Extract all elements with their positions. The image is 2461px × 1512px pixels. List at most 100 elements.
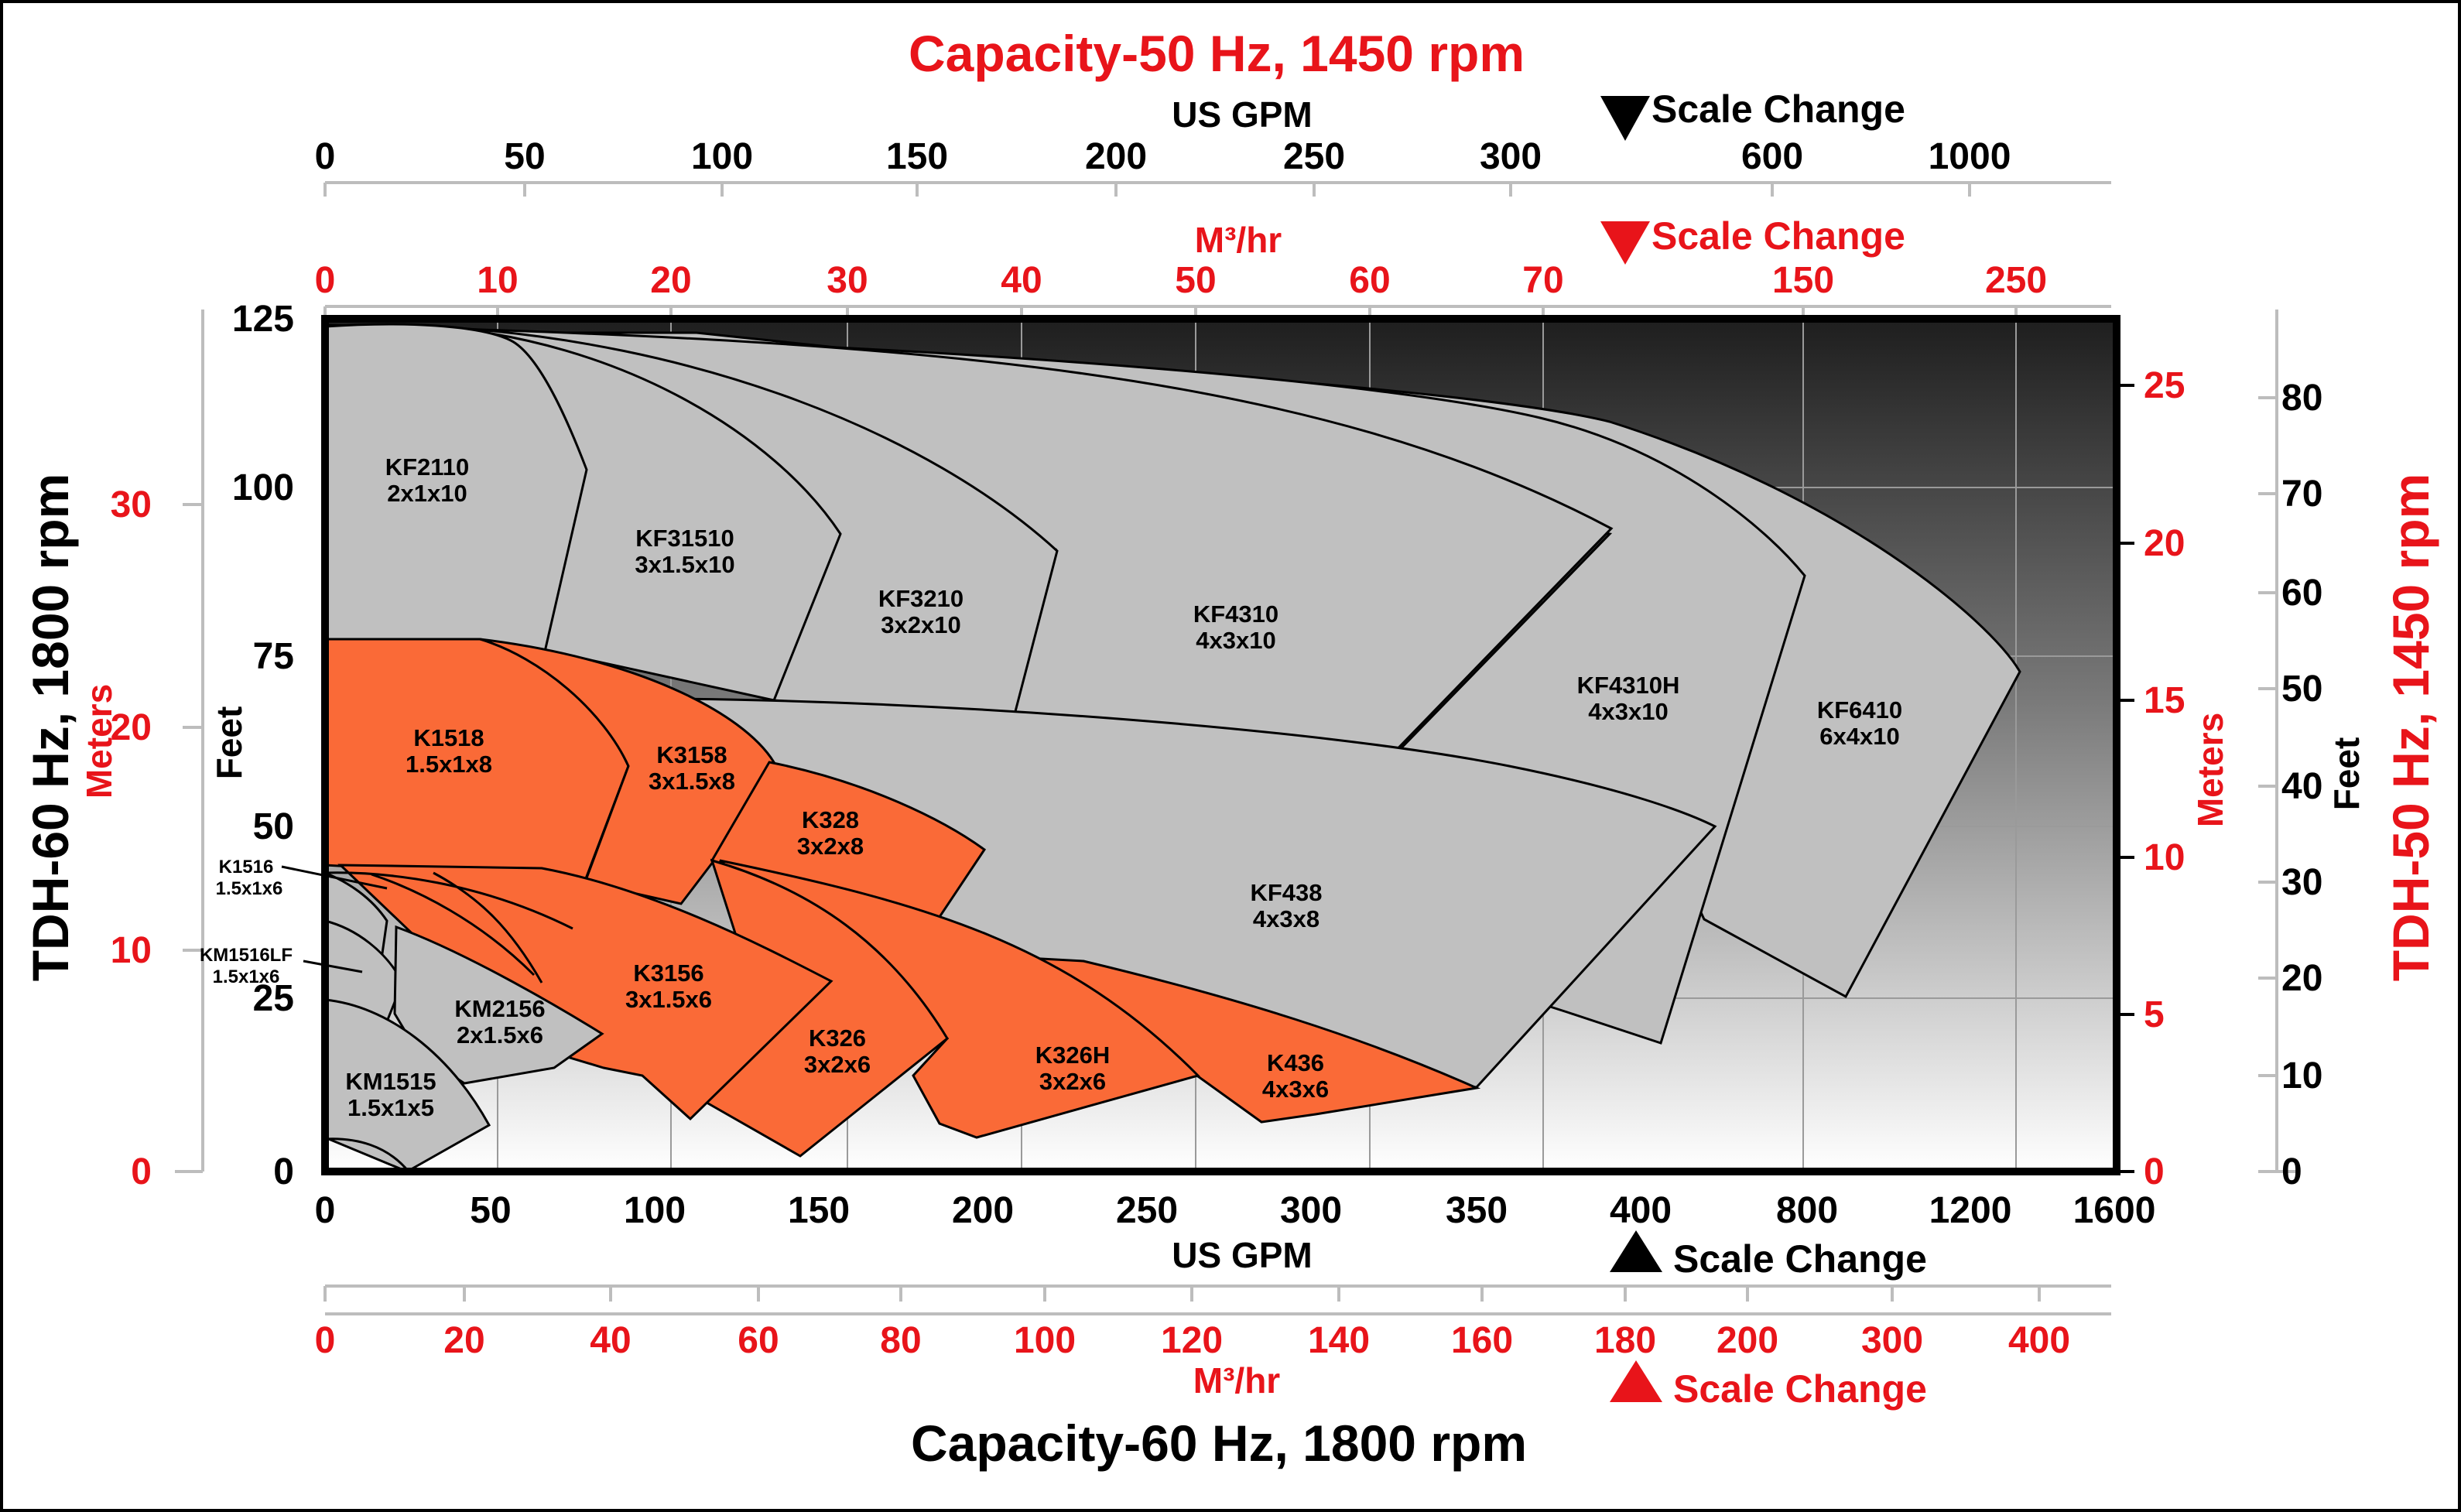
right-meters-tick-label: 5 xyxy=(2144,994,2165,1035)
label-kf31510-name: KF31510 xyxy=(635,525,734,552)
left-meters-tick-label: 20 xyxy=(111,707,152,748)
bottom-gpm-label: US GPM xyxy=(1172,1235,1312,1275)
right-feet-tick-label: 30 xyxy=(2281,862,2322,903)
bottom-m3hr-tick-label: 120 xyxy=(1161,1320,1223,1361)
bottom-m3hr-tick-label: 200 xyxy=(1717,1320,1778,1361)
left-feet-label: Feet xyxy=(209,706,249,780)
title-bottom: Capacity-60 Hz, 1800 rpm xyxy=(911,1415,1527,1472)
bottom-gpm-tick-label: 200 xyxy=(952,1190,1014,1231)
top-m3hr-scale-change-triangle xyxy=(1600,221,1650,265)
bottom-gpm-scale-change-label: Scale Change xyxy=(1673,1237,1927,1281)
bottom-m3hr-scale-change-triangle xyxy=(1610,1360,1662,1402)
region-kf3210 xyxy=(433,325,1059,719)
left-feet-tick-label: 25 xyxy=(253,978,294,1019)
left-meters-tick-label: 10 xyxy=(111,930,152,971)
label-k3158-size: 3x1.5x8 xyxy=(649,768,735,795)
label-kf4310h-size: 4x3x10 xyxy=(1588,698,1668,725)
region-kf4310 xyxy=(324,323,1614,765)
bottom-gpm-tick-label: 150 xyxy=(788,1190,850,1231)
bottom-m3hr-tick-label: 20 xyxy=(443,1320,484,1361)
title-top: Capacity-50 Hz, 1450 rpm xyxy=(909,25,1525,82)
top-gpm-tick-label: 100 xyxy=(691,136,753,177)
label-km1515-name: KM1515 xyxy=(345,1068,436,1095)
right-feet-tick-label: 50 xyxy=(2281,669,2322,710)
right-feet-tick-label: 80 xyxy=(2281,378,2322,419)
left-feet-tick-label: 50 xyxy=(253,806,294,847)
bottom-m3hr-tick-label: 40 xyxy=(590,1320,631,1361)
label-k326-size: 3x2x6 xyxy=(804,1051,871,1078)
label-kf4310-size: 4x3x10 xyxy=(1196,627,1275,654)
top-m3hr-tick-label: 0 xyxy=(315,260,336,301)
label-kf438-name: KF438 xyxy=(1250,879,1322,906)
plot-area: KF2110 2x1x10 KF31510 3x1.5x10 KF3210 3x… xyxy=(281,315,2120,1175)
top-m3hr-tick-label: 20 xyxy=(650,260,691,301)
bottom-gpm-tick-label: 1200 xyxy=(1929,1190,2012,1231)
top-gpm-tick-label: 1000 xyxy=(1929,136,2011,177)
label-k1516-name: K1516 xyxy=(219,857,274,877)
label-k436-name: K436 xyxy=(1267,1049,1324,1076)
label-km2156-size: 2x1.5x6 xyxy=(457,1021,543,1048)
label-km2156-name: KM2156 xyxy=(454,995,545,1022)
bottom-m3hr-tick-label: 400 xyxy=(2008,1320,2070,1361)
label-kf2110-size: 2x1x10 xyxy=(387,480,467,507)
right-feet-tick-label: 20 xyxy=(2281,958,2322,999)
label-kf31510-size: 3x1.5x10 xyxy=(635,551,734,578)
label-k436-size: 4x3x6 xyxy=(1262,1076,1329,1103)
bottom-m3hr-tick-label: 0 xyxy=(315,1320,336,1361)
label-k1516-size: 1.5x1x6 xyxy=(216,878,283,899)
top-m3hr-tick-label: 10 xyxy=(477,260,518,301)
region-k326 xyxy=(700,858,949,1158)
top-gpm-tick-label: 50 xyxy=(504,136,545,177)
label-kf3210-name: KF3210 xyxy=(878,585,964,612)
left-feet-tick-label: 0 xyxy=(273,1151,294,1192)
top-m3hr-tick-label: 50 xyxy=(1175,260,1216,301)
right-meters-tick-label: 0 xyxy=(2144,1151,2165,1192)
region-labels: KF2110 2x1x10 KF31510 3x1.5x10 KF3210 3x… xyxy=(345,453,1902,1121)
label-kf4310-name: KF4310 xyxy=(1193,600,1278,628)
plot-border xyxy=(321,315,2120,1175)
top-m3hr-tick-label: 40 xyxy=(1001,260,1042,301)
top-gpm-tick-label: 0 xyxy=(315,136,336,177)
left-meters-tick-label: 30 xyxy=(111,484,152,525)
label-k3158-name: K3158 xyxy=(656,741,727,768)
label-kf6410-name: KF6410 xyxy=(1817,696,1902,724)
right-meters-label: Meters xyxy=(2190,713,2230,827)
bottom-m3hr-tick-label: 300 xyxy=(1861,1320,1923,1361)
top-gpm-label: US GPM xyxy=(1172,94,1312,135)
label-k326h-size: 3x2x6 xyxy=(1039,1068,1106,1095)
label-k326h-name: K326H xyxy=(1035,1042,1111,1069)
left-meters-tick-label: 0 xyxy=(131,1151,152,1192)
region-kf438 xyxy=(661,697,1717,1089)
top-m3hr-tick-label: 70 xyxy=(1522,260,1563,301)
ylabel-left: TDH-60 Hz, 1800 rpm xyxy=(22,474,79,982)
right-feet-tick-label: 10 xyxy=(2281,1055,2322,1096)
label-k3156-name: K3156 xyxy=(633,960,703,987)
label-km1516lf-size: 1.5x1x6 xyxy=(213,966,280,987)
bottom-gpm-tick-label: 800 xyxy=(1776,1190,1838,1231)
small-region-labels: K1516 1.5x1x6 KM1516LF 1.5x1x6 xyxy=(200,857,293,987)
right-feet-tick-label: 0 xyxy=(2281,1151,2302,1192)
boundary-lines xyxy=(281,865,573,1172)
top-gpm-tick-label: 600 xyxy=(1741,136,1803,177)
top-m3hr-tick-label: 60 xyxy=(1349,260,1390,301)
top-m3hr-label: M³/hr xyxy=(1195,220,1282,260)
label-k328-name: K328 xyxy=(802,806,859,833)
bottom-gpm-tick-label: 0 xyxy=(315,1190,336,1231)
bottom-gpm-tick-label: 350 xyxy=(1446,1190,1508,1231)
label-kf438-size: 4x3x8 xyxy=(1253,905,1319,932)
region-k3156 xyxy=(337,864,833,1121)
right-meters-tick-label: 15 xyxy=(2144,680,2185,721)
label-kf4310h-name: KF4310H xyxy=(1577,672,1680,699)
ylabel-right: TDH-50 Hz, 1450 rpm xyxy=(2382,474,2439,982)
bottom-m3hr-tick-label: 100 xyxy=(1014,1320,1076,1361)
right-feet-tick-label: 40 xyxy=(2281,766,2322,807)
label-kf3210-size: 3x2x10 xyxy=(881,611,960,638)
right-meters-tick-label: 25 xyxy=(2144,365,2185,406)
top-gpm-tick-label: 300 xyxy=(1480,136,1542,177)
label-kf2110-name: KF2110 xyxy=(385,453,470,481)
region-km1515 xyxy=(323,998,491,1173)
